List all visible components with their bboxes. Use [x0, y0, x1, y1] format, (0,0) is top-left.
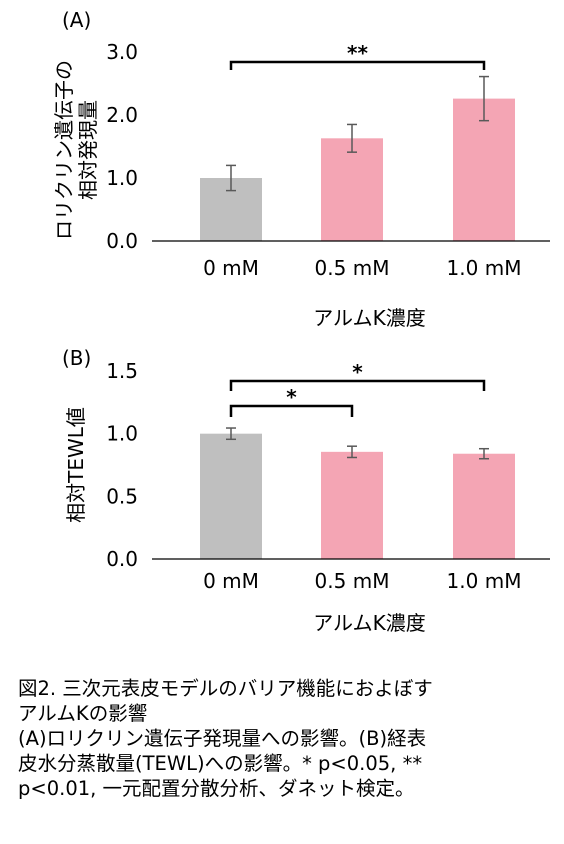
significance-label: *: [286, 385, 297, 409]
y-tick-label: 2.0: [106, 103, 138, 127]
bar: [453, 98, 515, 242]
bar: [453, 453, 515, 559]
charts-canvas: 0.01.02.03.00 mM 0.5 mM 1.0 mM**アルムK濃度ロリクリ…: [52, 40, 550, 635]
x-tick-label: 0.5 mM: [315, 569, 390, 593]
significance-bracket: [229, 60, 486, 70]
significance-bracket: [229, 404, 354, 417]
y-axis-title-line: 相対TEWL値: [64, 407, 88, 523]
y-axis-title-line: ロリクリン遺伝子の: [52, 60, 76, 240]
bar: [321, 138, 383, 241]
x-tick-label: 1.0 mM: [447, 256, 522, 280]
y-axis-title: ロリクリン遺伝子の 相対発現量: [52, 60, 100, 240]
y-axis-title-line: 相対発現量: [76, 100, 100, 200]
y-tick-label: 1.0: [106, 166, 138, 190]
y-tick-label: 0.0: [106, 547, 138, 571]
bar: [321, 451, 383, 559]
caption-line: アルムKの影響: [18, 702, 148, 725]
caption-line: 皮水分蒸散量(TEWL)への影響。* p<0.05, **: [18, 752, 423, 775]
significance-label: *: [352, 360, 363, 384]
significance-label: **: [347, 41, 368, 65]
y-tick-label: 0.0: [106, 229, 138, 253]
caption-line: (A)ロリクリン遺伝子発現量への影響。(B)経表: [18, 727, 427, 750]
y-axis-title: 相対TEWL値: [64, 407, 88, 523]
significance-bracket: [229, 379, 486, 391]
x-tick-label: 0.5 mM: [315, 256, 390, 280]
y-tick-label: 1.0: [106, 422, 138, 446]
x-tick-label: 1.0 mM: [447, 569, 522, 593]
caption-line: 図2. 三次元表皮モデルのバリア機能におよぼす: [18, 677, 433, 700]
x-axis-title: アルムK濃度: [313, 306, 426, 330]
x-tick-label: 0 mM: [203, 256, 259, 280]
figure-caption: 図2. 三次元表皮モデルのバリア機能におよぼす アルムKの影響 (A)ロリクリン…: [18, 676, 548, 801]
y-tick-label: 3.0: [106, 40, 138, 64]
y-tick-label: 0.5: [106, 484, 138, 508]
y-tick-label: 1.5: [106, 359, 138, 383]
x-axis-title: アルムK濃度: [313, 611, 426, 635]
panel-a-label: (A): [62, 8, 92, 32]
panel-b-label: (B): [62, 346, 92, 370]
caption-line: p<0.01, 一元配置分散分析、ダネット検定。: [18, 777, 415, 800]
bar: [200, 433, 262, 559]
x-tick-label: 0 mM: [203, 569, 259, 593]
